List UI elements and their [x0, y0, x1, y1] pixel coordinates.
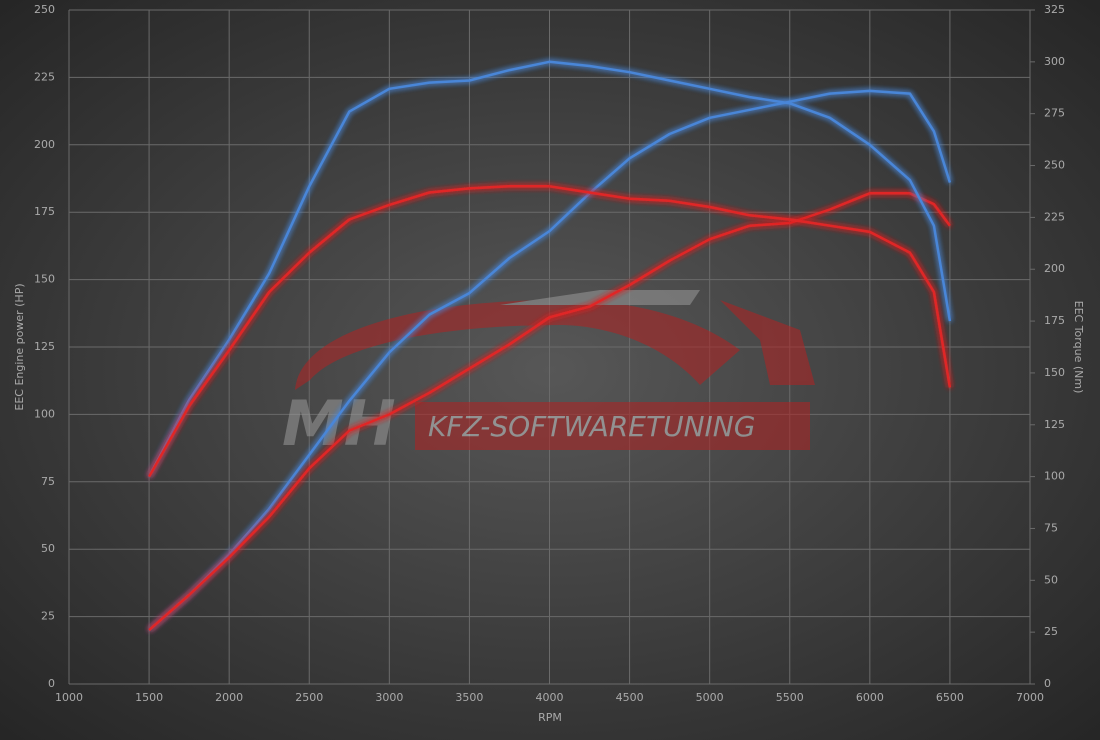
- watermark: MH KFZ-SOFTWARETUNING: [282, 290, 815, 460]
- y2-tick-label: 50: [1044, 573, 1058, 586]
- x-tick-label: 6000: [856, 691, 884, 704]
- x-tick-label: 4500: [616, 691, 644, 704]
- x-tick-label: 3000: [375, 691, 403, 704]
- x-tick-label: 7000: [1016, 691, 1044, 704]
- x-tick-label: 6500: [936, 691, 964, 704]
- y2-axis-label: EEC Torque (Nm): [1072, 301, 1085, 394]
- logo-rear: [720, 300, 815, 385]
- series-line: [148, 192, 951, 632]
- x-tick-label: 5000: [696, 691, 724, 704]
- x-tick-label: 5500: [776, 691, 804, 704]
- x-tick-label: 1500: [135, 691, 163, 704]
- logo-swoosh: [295, 300, 740, 390]
- x-tick-label: 1000: [55, 691, 83, 704]
- series-line: [148, 89, 952, 632]
- y2-tick-label: 325: [1044, 3, 1065, 16]
- y-tick-label: 225: [34, 70, 55, 83]
- y-tick-label: 25: [41, 610, 55, 623]
- x-tick-label: 3500: [455, 691, 483, 704]
- logo-text: KFZ-SOFTWARETUNING: [428, 410, 755, 443]
- x-tick-label: 2000: [215, 691, 243, 704]
- y2-tick-label: 225: [1044, 210, 1065, 223]
- y2-tick-label: 275: [1044, 107, 1065, 120]
- y2-tick-label: 75: [1044, 521, 1058, 534]
- y2-tick-label: 25: [1044, 625, 1058, 638]
- y2-tick-label: 175: [1044, 314, 1065, 327]
- y2-tick-label: 100: [1044, 470, 1065, 483]
- y-tick-label: 175: [34, 205, 55, 218]
- series-line: [147, 60, 952, 478]
- logo-banner: [415, 402, 810, 450]
- y-tick-label: 0: [48, 677, 55, 690]
- y-tick-label: 75: [41, 475, 55, 488]
- y-tick-label: 100: [34, 407, 55, 420]
- y-tick-label: 150: [34, 273, 55, 286]
- y2-tick-label: 300: [1044, 55, 1065, 68]
- y-tick-label: 125: [34, 340, 55, 353]
- y2-tick-label: 0: [1044, 677, 1051, 690]
- logo-mh: MH: [282, 387, 396, 460]
- x-axis-label: RPM: [538, 711, 562, 724]
- x-tick-label: 4000: [536, 691, 564, 704]
- logo-roof: [500, 290, 700, 305]
- x-tick-label: 2500: [295, 691, 323, 704]
- y-axis-label: EEC Engine power (HP): [13, 283, 26, 410]
- y2-tick-label: 200: [1044, 262, 1065, 275]
- y-tick-label: 200: [34, 138, 55, 151]
- y-tick-label: 250: [34, 3, 55, 16]
- series-line: [148, 185, 952, 478]
- y2-tick-label: 150: [1044, 366, 1065, 379]
- y2-tick-label: 250: [1044, 159, 1065, 172]
- y2-tick-label: 125: [1044, 418, 1065, 431]
- y-tick-label: 50: [41, 542, 55, 555]
